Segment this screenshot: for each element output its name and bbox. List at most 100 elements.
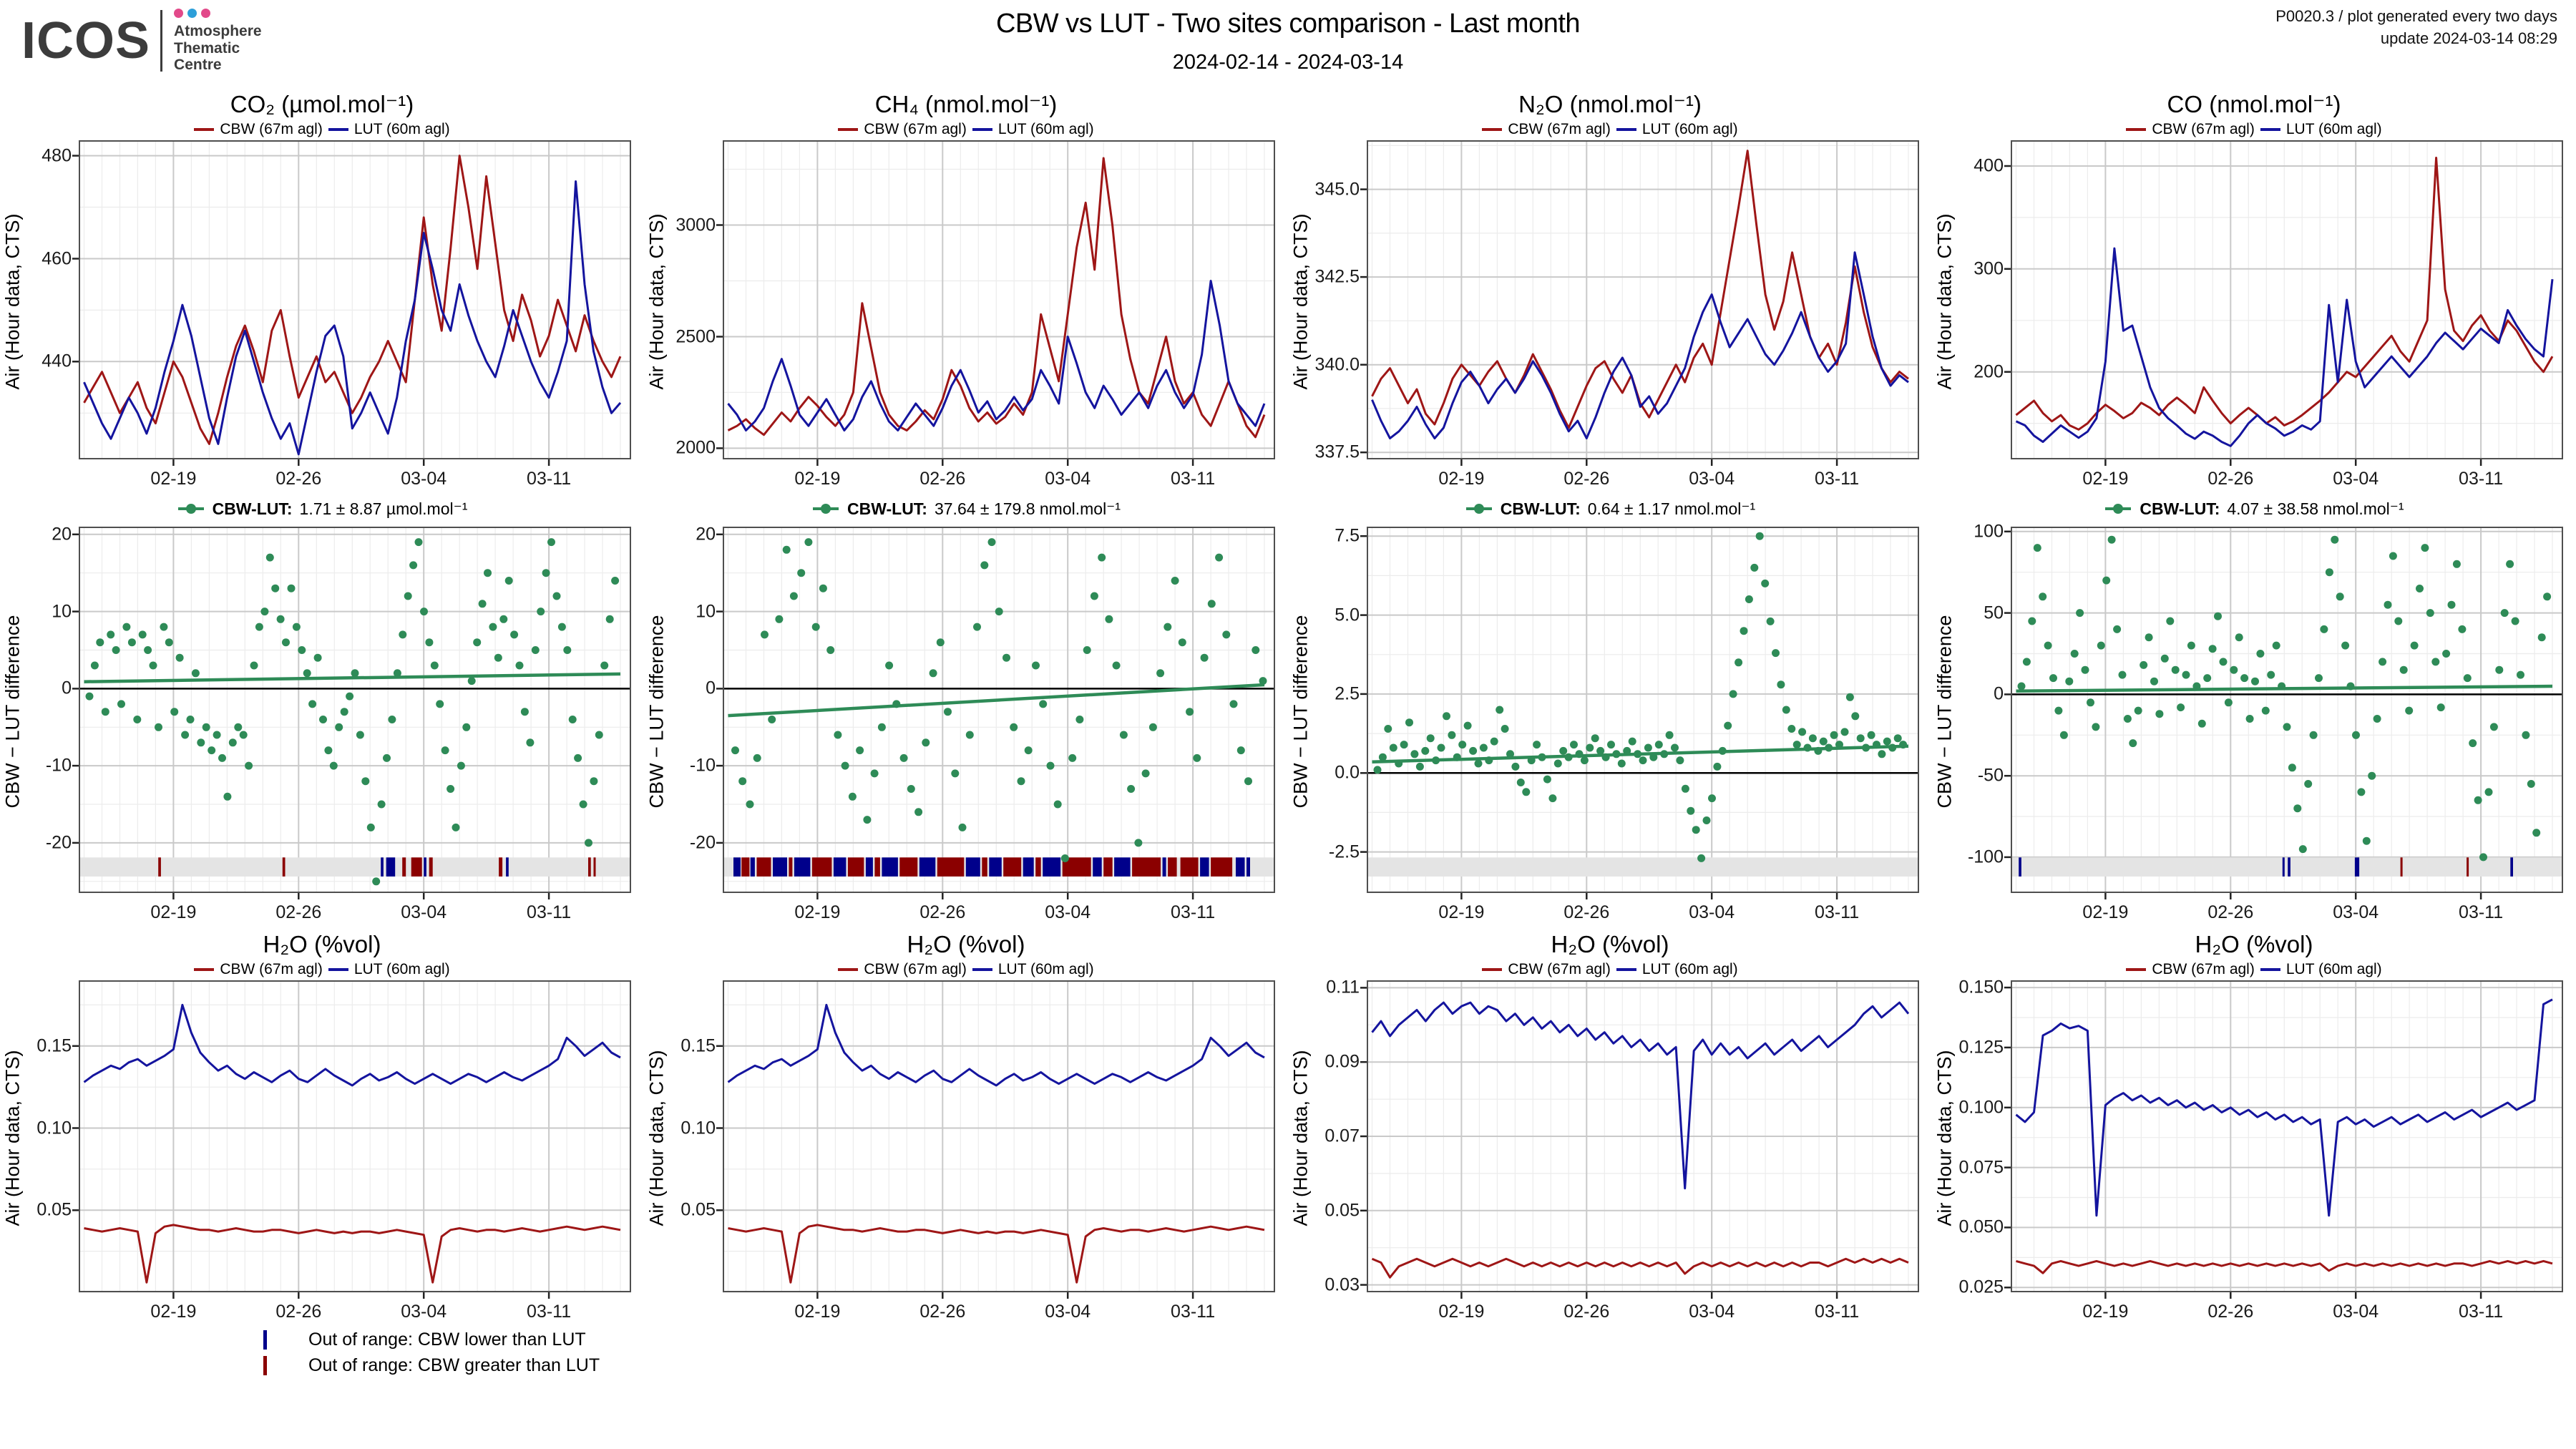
y-tick-label: 0.15: [36, 1035, 72, 1056]
y-tick-label: 0.075: [1958, 1157, 2004, 1178]
x-tick-label: 02-19: [2082, 902, 2129, 922]
y-tick-label: 0.050: [1958, 1216, 2004, 1237]
org-name-line: Centre: [174, 57, 222, 74]
y-axis-label: Air (Hour data, CTS): [1289, 1050, 1312, 1226]
cbw-line-swatch: [1482, 968, 1503, 971]
panel-ch4-air: CH₄ (nmol.mol⁻¹) CBW (67m agl) LUT (60m …: [644, 87, 1288, 491]
cbw-legend-label: CBW (67m agl): [2152, 961, 2255, 977]
stats-label: CBW-LUT:: [1500, 499, 1581, 518]
x-tick-label: 03-11: [1815, 902, 1860, 922]
logo-dots: [174, 9, 262, 18]
plot-meta-update: update 2024-03-14 08:29: [2380, 29, 2557, 47]
panel-h2o-4: H₂O (%vol) CBW (67m agl) LUT (60m agl) A…: [1932, 927, 2576, 1322]
plot-meta-id: P0020.3 / plot generated every two days: [2275, 7, 2557, 25]
pointrange-icon: [177, 499, 205, 518]
x-axis-ticks: 02-19 02-26 03-04 03-11: [1367, 463, 1919, 490]
red-tick-icon: [263, 1355, 267, 1375]
chart-ch4-diff: CBW − LUT difference -20 -10 0 10 20 02-19 02…: [644, 524, 1288, 922]
y-tick-label: 0.10: [36, 1118, 72, 1138]
y-axis-ticks: 2000 2500 3000: [670, 140, 723, 463]
lut-legend-label: LUT (60m agl): [2285, 121, 2382, 137]
chart-title: H₂O (%vol): [263, 931, 381, 957]
y-tick-label: 200: [1974, 361, 2004, 382]
y-tick-label: 0.025: [1958, 1277, 2004, 1297]
y-tick-label: 0.11: [1326, 977, 1360, 997]
y-tick-label: 460: [42, 248, 72, 268]
pink-dot-icon: [174, 9, 184, 18]
x-tick-label: 02-26: [2207, 469, 2254, 489]
y-axis-label: Air (Hour data, CTS): [1, 1050, 24, 1226]
plot-area: [1360, 140, 1919, 466]
y-axis-label: Air (Hour data, CTS): [1933, 213, 1956, 390]
y-tick-label: -20: [689, 832, 716, 853]
x-tick-label: 03-11: [1171, 1302, 1216, 1322]
chart-co2-air: Air (Hour data, CTS) 440 460 480 02-19 02-2…: [0, 140, 644, 489]
x-tick-label: 02-26: [2207, 1302, 2254, 1322]
y-tick-label: -10: [689, 755, 716, 776]
plot-area: [72, 980, 631, 1299]
y-tick-label: 0.150: [1958, 977, 2004, 997]
plot-area: [716, 527, 1275, 899]
y-tick-label: 50: [1984, 602, 2004, 623]
panel-n2o-diff: CBW-LUT: 0.64 ± 1.17 nmol.mol⁻¹ CBW − LU…: [1288, 491, 1932, 927]
plot-area: [716, 980, 1275, 1299]
y-tick-label: 0.15: [680, 1035, 716, 1056]
stats-value: 0.64 ± 1.17 nmol.mol⁻¹: [1587, 499, 1756, 518]
y-tick-label: 100: [1974, 521, 2004, 542]
x-tick-label: 02-19: [794, 469, 841, 489]
stats-label: CBW-LUT:: [2140, 499, 2220, 518]
x-tick-label: 02-26: [919, 902, 966, 922]
cbw-line-swatch: [838, 128, 859, 131]
chart-legend: CBW (67m agl) LUT (60m agl): [0, 119, 644, 140]
x-tick-label: 02-19: [2082, 469, 2129, 489]
plot-area: [72, 140, 631, 466]
pink-dot-icon: [201, 9, 211, 18]
y-tick-label: 400: [1974, 155, 2004, 176]
y-tick-label: 0: [706, 678, 716, 698]
x-axis-ticks: 02-19 02-26 03-04 03-11: [2011, 897, 2563, 924]
chart-n2o-air: Air (Hour data, CTS) 337.5 340.0 342.5 345.…: [1288, 140, 1932, 490]
x-tick-label: 02-26: [1563, 902, 1610, 922]
panel-h2o-3: H₂O (%vol) CBW (67m agl) LUT (60m agl) A…: [1288, 927, 1932, 1322]
pointrange-icon: [2104, 499, 2132, 518]
plots-row-diff: CBW-LUT: 1.71 ± 8.87 µmol.mol⁻¹ CBW − LU…: [0, 491, 2576, 927]
plot-meta: P0020.3 / plot generated every two days …: [2275, 6, 2557, 50]
stats-line: CBW-LUT: 4.07 ± 38.58 nmol.mol⁻¹: [1932, 491, 2576, 527]
x-tick-label: 03-11: [2459, 469, 2504, 489]
page-subtitle: 2024-02-14 - 2024-03-14: [1172, 51, 1404, 74]
y-tick-label: 2.5: [1335, 683, 1360, 704]
y-tick-label: 0.0: [1335, 762, 1360, 783]
y-tick-label: 0: [1994, 683, 2004, 704]
footer-legend-row-greater: Out of range: CBW greater than LUT: [263, 1352, 2576, 1378]
y-axis-label: CBW − LUT difference: [1289, 615, 1312, 809]
y-axis-label: Air (Hour data, CTS): [645, 213, 668, 390]
x-tick-label: 03-04: [401, 902, 447, 922]
panel-h2o-2: H₂O (%vol) CBW (67m agl) LUT (60m agl) A…: [644, 927, 1288, 1322]
stats-line: CBW-LUT: 1.71 ± 8.87 µmol.mol⁻¹: [0, 491, 644, 527]
x-tick-label: 02-26: [919, 1302, 966, 1322]
x-tick-label: 03-04: [1689, 1302, 1735, 1322]
x-tick-label: 03-04: [1689, 902, 1735, 922]
icos-logo: ICOS Atmosphere Thematic Centre: [21, 9, 262, 74]
x-tick-label: 02-26: [275, 469, 322, 489]
lut-line-swatch: [972, 128, 992, 131]
cbw-legend-label: CBW (67m agl): [1508, 961, 1611, 977]
y-tick-label: 0.03: [1324, 1274, 1360, 1295]
panel-co-air: CO (nmol.mol⁻¹) CBW (67m agl) LUT (60m a…: [1932, 87, 2576, 491]
x-tick-label: 03-04: [1045, 469, 1091, 489]
page-title: CBW vs LUT - Two sites comparison - Last…: [995, 9, 1581, 39]
y-tick-label: 0.09: [1324, 1051, 1360, 1072]
y-tick-label: 345.0: [1314, 179, 1360, 200]
chart-legend: CBW (67m agl) LUT (60m agl): [1932, 119, 2576, 140]
y-axis-ticks: 337.5 340.0 342.5 345.0: [1314, 140, 1367, 463]
logo-divider: [160, 10, 163, 72]
pointrange-icon: [811, 499, 840, 518]
y-axis-ticks: 200 300 400: [1958, 140, 2011, 463]
x-tick-label: 03-11: [527, 469, 572, 489]
y-tick-label: -10: [45, 755, 72, 776]
chart-legend: CBW (67m agl) LUT (60m agl): [1288, 119, 1932, 140]
x-tick-label: 03-11: [2459, 902, 2504, 922]
plot-area: [1360, 980, 1919, 1299]
y-tick-label: 0.125: [1958, 1037, 2004, 1058]
y-axis-label: Air (Hour data, CTS): [1933, 1050, 1956, 1226]
